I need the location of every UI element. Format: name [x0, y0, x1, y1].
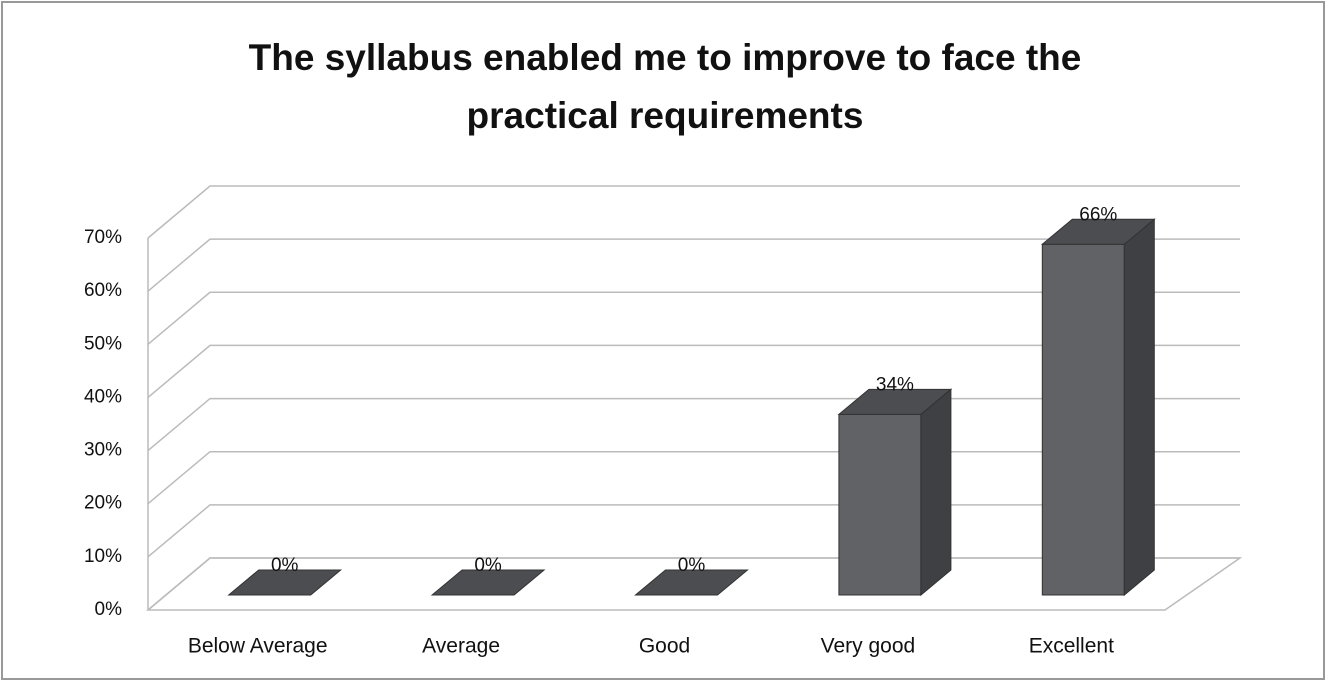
bar-top [430, 569, 546, 596]
value-label: 0% [271, 555, 299, 576]
bar [837, 388, 953, 597]
bar-top [1040, 218, 1156, 245]
y-tick-label: 40% [84, 386, 122, 407]
x-tick-label: Below Average [188, 635, 328, 658]
value-label: 0% [474, 555, 502, 576]
grid-line [147, 344, 1240, 399]
value-label: 66% [1079, 204, 1117, 225]
bar-front [838, 413, 922, 596]
grid-line [147, 185, 1240, 239]
bar [430, 569, 546, 596]
x-tick-label: Very good [821, 635, 916, 658]
x-tick-label: Good [639, 635, 690, 658]
grid-line [147, 291, 1240, 345]
bar-top [227, 569, 343, 596]
chart-title: practical requirements [467, 95, 864, 136]
y-tick-label: 0% [95, 599, 123, 620]
bar [634, 569, 749, 596]
value-label: 34% [876, 374, 914, 395]
bar-side [920, 388, 952, 597]
x-tick-label: Excellent [1029, 635, 1114, 658]
bar-front [1041, 243, 1125, 596]
bar [227, 569, 343, 596]
bar-top [634, 569, 749, 596]
value-label: 0% [678, 555, 706, 576]
y-tick-label: 30% [84, 440, 122, 461]
x-tick-label: Average [422, 635, 500, 658]
bar-side [1123, 218, 1155, 597]
y-tick-label: 50% [84, 333, 122, 354]
y-tick-label: 70% [84, 227, 122, 248]
y-tick-label: 60% [84, 280, 122, 301]
chart-title: The syllabus enabled me to improve to fa… [249, 37, 1082, 78]
y-tick-label: 20% [84, 493, 122, 514]
grid-line [147, 238, 1240, 292]
bar [1040, 218, 1156, 597]
bar-top [837, 388, 953, 415]
y-tick-label: 10% [84, 546, 122, 567]
